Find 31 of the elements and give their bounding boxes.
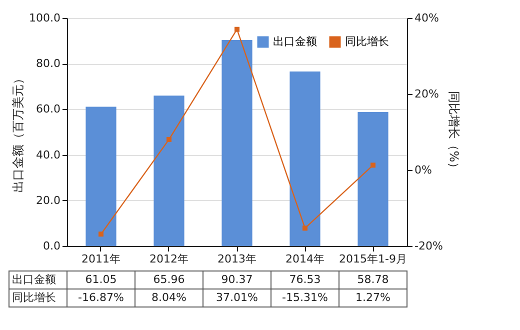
y-axis-title: 出口金额（百万美元） — [11, 72, 26, 192]
x-tick-label: 2015年1-9月 — [339, 252, 407, 266]
x-tick-label: 2011年 — [82, 252, 120, 266]
y-tick-label: 60.0 — [36, 102, 60, 116]
data-label: 58.78 — [357, 273, 389, 286]
data-label: 61.05 — [85, 273, 117, 286]
y-tick-label: 0.0 — [43, 240, 60, 252]
data-label: 37.01% — [216, 291, 258, 304]
text: 出口金额 — [12, 273, 56, 286]
y-tick-label: 80.0 — [36, 57, 60, 70]
x-tick-label: 2014年 — [286, 252, 324, 266]
text: 同比增长 — [12, 291, 56, 304]
y2-axis-title: 同比增长（%） — [446, 90, 461, 174]
data-label: -16.87% — [78, 291, 124, 304]
x-tick-label: 2013年 — [218, 252, 256, 266]
x-tick-label: 2012年 — [150, 252, 188, 266]
y-tick-label: 20.0 — [36, 194, 60, 207]
data-label: 1.27% — [356, 291, 390, 304]
y2-tick-label: 20% — [414, 88, 439, 100]
y2-tick-label: 40% — [414, 12, 439, 24]
data-label: 90.37 — [221, 273, 253, 286]
y-tick-label: 100.0 — [29, 12, 60, 24]
data-label: 65.96 — [153, 273, 185, 286]
y2-tick-label: 0% — [414, 164, 432, 176]
data-label: 76.53 — [289, 273, 321, 286]
y-tick-label: 40.0 — [36, 148, 60, 162]
data-label: -15.31% — [282, 291, 328, 304]
data-label: 8.04% — [152, 291, 186, 304]
legend-label: 同比增长 — [345, 35, 389, 48]
legend-label: 出口金额 — [273, 35, 317, 48]
y2-tick-label: -20% — [414, 240, 443, 252]
